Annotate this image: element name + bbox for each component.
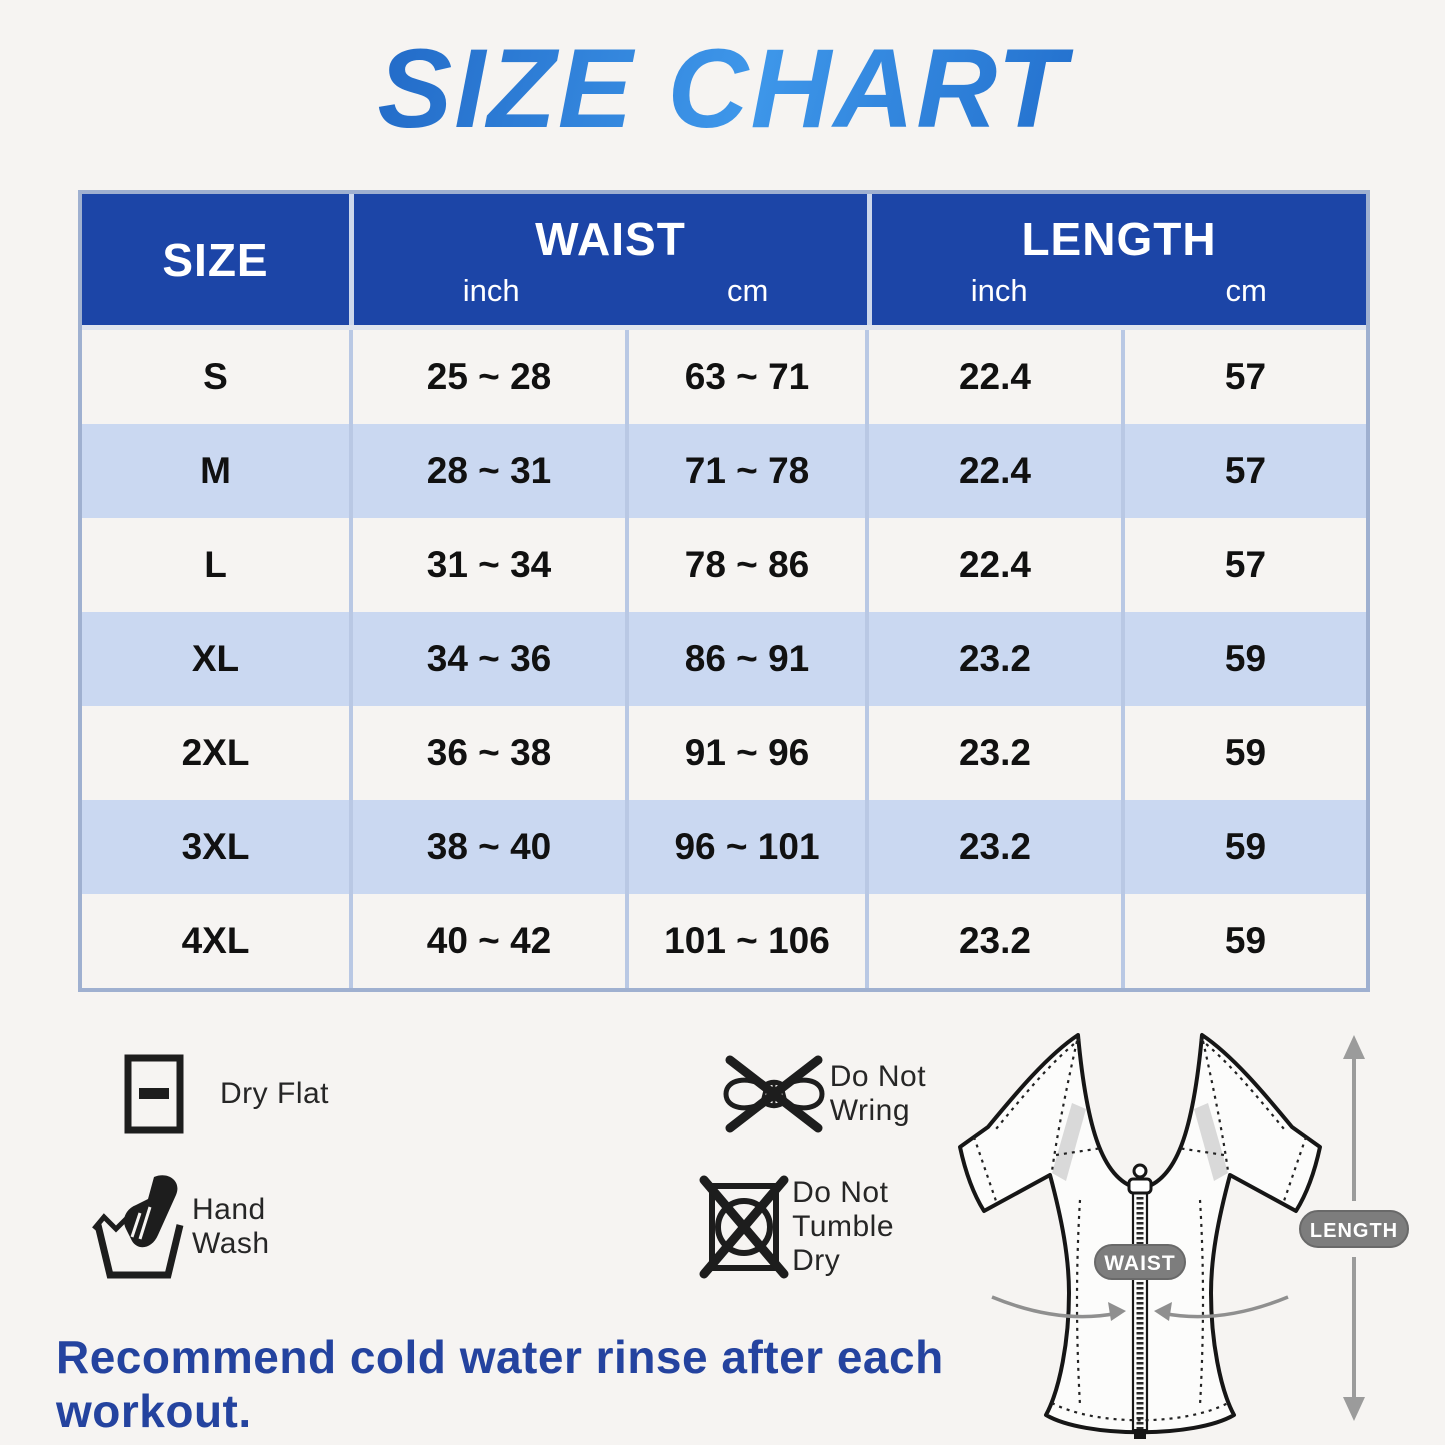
- table-cell: 78 ~ 86: [625, 518, 865, 612]
- table-cell: L: [204, 544, 227, 585]
- waist-badge: WAIST: [1094, 1244, 1186, 1280]
- table-cell: 2XL: [181, 732, 250, 773]
- table-cell: 31 ~ 34: [349, 518, 625, 612]
- table-cell: M: [200, 450, 231, 491]
- header-length-label: LENGTH: [1021, 212, 1217, 265]
- waist-arrows: [991, 1295, 1289, 1319]
- table-cell: 40 ~ 42: [349, 894, 625, 988]
- table-header: SIZE WAIST inch cm LENGTH inch cm: [82, 194, 1366, 330]
- length-badge: LENGTH: [1299, 1210, 1409, 1248]
- table-row: XL 34 ~ 36 86 ~ 91 23.2 59: [82, 612, 1366, 706]
- care-label: Hand Wash: [192, 1193, 270, 1260]
- care-row: Dry Flat Do Not Wring: [88, 1052, 948, 1136]
- length-unit-cm: cm: [1225, 273, 1267, 308]
- table-cell: 38 ~ 40: [349, 800, 625, 894]
- table-cell: 86 ~ 91: [625, 612, 865, 706]
- table-cell: 28 ~ 31: [349, 424, 625, 518]
- table-cell: 22.4: [865, 330, 1121, 424]
- table-cell: 4XL: [181, 920, 250, 961]
- table-cell: 23.2: [865, 706, 1121, 800]
- table-cell: 59: [1121, 894, 1366, 988]
- table-cell: 59: [1121, 612, 1366, 706]
- care-item-do-not-tumble-dry: Do Not Tumble Dry: [308, 1170, 948, 1284]
- header-waist-units: inch cm: [354, 273, 867, 325]
- waist-unit-inch: inch: [462, 273, 520, 308]
- length-badge-label: LENGTH: [1310, 1220, 1398, 1242]
- header-length-units: inch cm: [872, 273, 1366, 325]
- table-cell: 59: [1121, 706, 1366, 800]
- care-item-hand-wash: Hand Wash: [88, 1173, 308, 1281]
- table-cell: 96 ~ 101: [625, 800, 865, 894]
- header-waist-group: WAIST inch cm: [349, 194, 867, 325]
- waist-badge-label: WAIST: [1104, 1252, 1176, 1275]
- header-size-label: SIZE: [162, 233, 269, 286]
- header-size: SIZE: [82, 194, 349, 325]
- table-cell: 23.2: [865, 894, 1121, 988]
- waist-unit-cm: cm: [727, 273, 769, 308]
- do-not-tumble-dry-icon: [696, 1170, 792, 1284]
- dry-flat-icon: [88, 1054, 220, 1134]
- table-cell: 57: [1121, 330, 1366, 424]
- header-length-group: LENGTH inch cm: [867, 194, 1366, 325]
- table-cell: 3XL: [181, 826, 250, 867]
- table-row: 2XL 36 ~ 38 91 ~ 96 23.2 59: [82, 706, 1366, 800]
- table-cell: 23.2: [865, 800, 1121, 894]
- table-cell: 63 ~ 71: [625, 330, 865, 424]
- table-cell: 57: [1121, 518, 1366, 612]
- do-not-wring-icon: [718, 1052, 830, 1136]
- table-cell: 101 ~ 106: [625, 894, 865, 988]
- care-item-do-not-wring: Do Not Wring: [330, 1052, 948, 1136]
- table-row: S 25 ~ 28 63 ~ 71 22.4 57: [82, 330, 1366, 424]
- care-label: Do Not Tumble Dry: [792, 1176, 894, 1277]
- garment-illustration: WAIST LENGTH: [958, 1033, 1409, 1439]
- care-label: Do Not Wring: [829, 1060, 927, 1127]
- care-label: Dry Flat: [220, 1077, 329, 1110]
- footer-note: Recommend cold water rinse after each wo…: [56, 1331, 944, 1437]
- table-cell: 23.2: [865, 612, 1121, 706]
- table-cell: 25 ~ 28: [349, 330, 625, 424]
- zipper: [1127, 1163, 1153, 1439]
- header-waist-label: WAIST: [535, 212, 686, 265]
- size-table-body: S 25 ~ 28 63 ~ 71 22.4 57 M 28 ~ 31 71 ~ 78 22.4…: [82, 330, 1366, 988]
- table-cell: 71 ~ 78: [625, 424, 865, 518]
- table-row: L 31 ~ 34 78 ~ 86 22.4 57: [82, 518, 1366, 612]
- table-cell: S: [203, 356, 228, 397]
- table-cell: 36 ~ 38: [349, 706, 625, 800]
- size-chart-table: SIZE WAIST inch cm LENGTH inch cm S 25 ~ …: [78, 190, 1370, 992]
- table-cell: 57: [1121, 424, 1366, 518]
- garment-diagram: WAIST LENGTH: [930, 1005, 1430, 1445]
- hand-wash-icon: [88, 1173, 192, 1281]
- table-cell: 91 ~ 96: [625, 706, 865, 800]
- table-row: 3XL 38 ~ 40 96 ~ 101 23.2 59: [82, 800, 1366, 894]
- table-row: M 28 ~ 31 71 ~ 78 22.4 57: [82, 424, 1366, 518]
- table-cell: 22.4: [865, 518, 1121, 612]
- table-cell: 59: [1121, 800, 1366, 894]
- table-cell: 34 ~ 36: [349, 612, 625, 706]
- length-unit-inch: inch: [970, 273, 1028, 308]
- table-cell: 22.4: [865, 424, 1121, 518]
- care-item-dry-flat: Dry Flat: [88, 1054, 330, 1134]
- care-row: Hand Wash Do Not Tumble Dry: [88, 1170, 948, 1284]
- table-row: 4XL 40 ~ 42 101 ~ 106 23.2 59: [82, 894, 1366, 988]
- table-cell: XL: [191, 638, 240, 679]
- care-instructions: Dry Flat Do Not Wring: [88, 1052, 948, 1284]
- page-title: SIZE CHART: [0, 14, 1445, 164]
